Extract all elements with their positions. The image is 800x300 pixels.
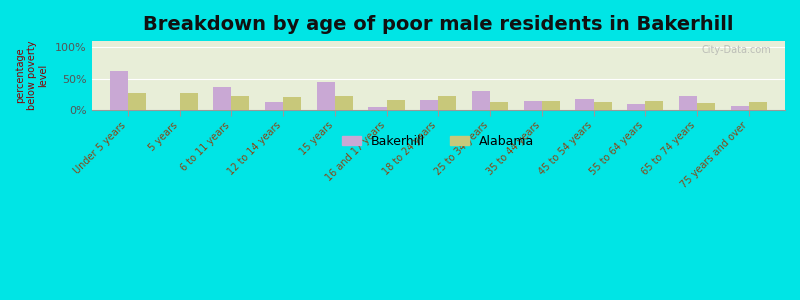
Bar <box>697 103 715 110</box>
Bar <box>231 95 250 110</box>
Bar <box>317 82 335 110</box>
Bar <box>335 96 353 110</box>
Bar <box>679 96 697 110</box>
Bar <box>283 98 301 110</box>
Bar <box>110 71 128 110</box>
Bar <box>749 102 767 110</box>
Bar <box>472 91 490 110</box>
Bar <box>420 100 438 110</box>
Y-axis label: percentage
below poverty
level: percentage below poverty level <box>15 41 48 110</box>
Bar <box>627 104 646 110</box>
Title: Breakdown by age of poor male residents in Bakerhill: Breakdown by age of poor male residents … <box>143 15 734 34</box>
Bar <box>438 96 457 110</box>
Bar <box>369 107 386 110</box>
Bar <box>265 102 283 110</box>
Bar <box>214 87 231 110</box>
Bar <box>128 93 146 110</box>
Text: City-Data.com: City-Data.com <box>702 45 771 55</box>
Bar <box>179 93 198 110</box>
Bar <box>386 100 405 110</box>
Bar <box>575 99 594 110</box>
Bar <box>646 101 663 110</box>
Bar <box>524 101 542 110</box>
Bar <box>730 106 749 110</box>
Legend: Bakerhill, Alabama: Bakerhill, Alabama <box>338 130 539 153</box>
Bar <box>542 101 560 110</box>
Bar <box>490 102 508 110</box>
Bar <box>594 102 612 110</box>
